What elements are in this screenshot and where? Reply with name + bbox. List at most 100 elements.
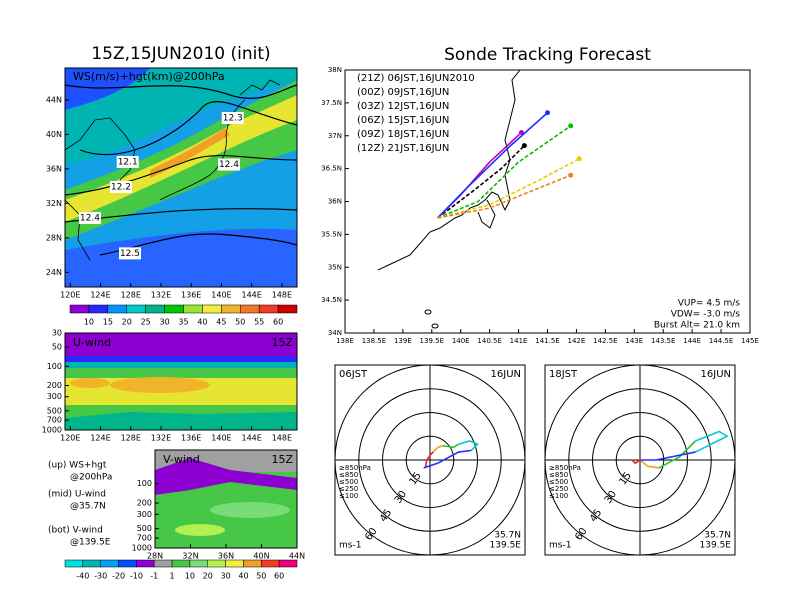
x-tick-label: 140E (452, 337, 470, 345)
panel-frame (64, 332, 298, 431)
legend-note: (mid) U-wind (48, 490, 106, 500)
hodograph-line (695, 430, 729, 453)
x-tick-label: 141.5E (535, 337, 559, 345)
contour-label-bg (78, 212, 101, 225)
y-tick-label: 34N (328, 329, 342, 337)
colorbar-label: 40 (197, 318, 207, 327)
colorbar-swatch (88, 304, 109, 314)
legend-entry: ≤500 (549, 478, 568, 486)
contour-label: 12.5 (120, 249, 140, 259)
colorbar-label: 60 (273, 318, 283, 327)
colorbar-swatch (207, 559, 226, 568)
colorbar-swatch (183, 304, 203, 314)
colorbar-label: 55 (254, 318, 264, 327)
panel-title: U-wind (73, 336, 111, 349)
legend-entry: (03Z) 12JST,16JUN (357, 101, 449, 112)
panel-date: 16JUN (701, 369, 731, 380)
x-tick-label: 138.5E (362, 337, 386, 345)
colorbar-label: -10 (130, 572, 143, 581)
legend-entry: ≤850 (339, 471, 358, 479)
colorbar-label: -40 (76, 572, 89, 581)
x-tick-label: 32N (182, 552, 198, 561)
location-label: 139.5E (490, 541, 522, 551)
x-tick-label: 128E (121, 434, 141, 443)
x-tick-label: 44N (289, 552, 305, 561)
y-tick-label: 1000 (42, 426, 62, 435)
x-tick-label: 148E (272, 291, 292, 300)
contour-label-bg (109, 180, 132, 193)
y-tick-label: 36.5N (321, 165, 342, 173)
colorbar-label: 50 (235, 318, 245, 327)
x-tick-label: 136E (181, 434, 201, 443)
colorbar-label: 30 (221, 572, 231, 581)
annotation: VDW= -3.0 m/s (671, 310, 741, 320)
legend-note: @139.5E (70, 538, 111, 548)
y-tick-label: 500 (47, 406, 62, 415)
legend-note: @200hPa (70, 473, 112, 483)
ring (334, 364, 526, 556)
unit-label: ms-1 (549, 541, 571, 551)
contour-label: 12.1 (118, 157, 138, 167)
legend-entry: ≤250 (339, 485, 358, 493)
x-tick-label: 128E (121, 291, 141, 300)
hodograph-line (432, 444, 443, 453)
legend-entry: (00Z) 09JST,16JUN (357, 87, 449, 98)
unit-label: ms-1 (339, 541, 361, 551)
legend-entry: ≥850hPa (549, 464, 581, 472)
hodograph-line (424, 451, 434, 469)
x-tick-label: 140.5E (477, 337, 501, 345)
y-tick-label: 37N (328, 132, 342, 140)
x-tick-label: 144E (683, 337, 701, 345)
trajectory-end (518, 129, 524, 135)
y-tick-label: 200 (137, 499, 152, 508)
panel-time: 15Z (271, 336, 293, 349)
x-tick-label: 28N (147, 552, 163, 561)
y-tick-label: 36N (46, 164, 62, 173)
x-tick-label: 143.5E (651, 337, 675, 345)
colorbar-swatch (277, 304, 298, 314)
x-tick-label: 141E (510, 337, 528, 345)
colorbar-swatch (118, 559, 137, 568)
y-tick-label: 200 (47, 381, 62, 390)
contour-label: 12.3 (223, 114, 243, 124)
colorbar-swatch (69, 304, 90, 314)
colorbar-label: 15 (103, 318, 113, 327)
location-label: 35.7N (494, 531, 521, 541)
ring (358, 388, 502, 532)
trajectory-end (545, 110, 550, 116)
colorbar-swatch (261, 559, 280, 568)
x-tick-label: 124E (90, 291, 110, 300)
x-tick-label: 136E (181, 291, 201, 300)
x-tick-label: 140E (211, 291, 231, 300)
panel-title: 06JST (339, 369, 368, 380)
y-tick-label: 24N (46, 268, 62, 277)
contour-label-bg (116, 155, 139, 168)
x-tick-label: 120E (60, 434, 80, 443)
panel-title: V-wind (163, 453, 200, 466)
colorbar-label: -1 (150, 572, 158, 581)
ring-label: 45 (378, 507, 394, 524)
x-tick-label: 143E (625, 337, 643, 345)
hodograph-line (423, 449, 472, 469)
x-tick-label: 138E (336, 337, 354, 345)
y-tick-label: 28N (46, 233, 62, 242)
contour-label: 12.4 (80, 214, 100, 224)
annotation: Burst Alt= 21.0 km (654, 321, 740, 331)
ring-label: 45 (588, 507, 604, 524)
trajectory (437, 174, 571, 219)
x-tick-label: 120E (60, 291, 80, 300)
colorbar-label: 60 (274, 572, 284, 581)
colorbar-swatch (171, 559, 191, 568)
ring-label: 30 (393, 489, 409, 506)
hodograph-line (658, 440, 696, 469)
colorbar-label: 25 (141, 318, 151, 327)
colorbar-label: 20 (203, 572, 213, 581)
y-tick-label: 37.5N (321, 99, 342, 107)
colorbar-label: 45 (216, 318, 226, 327)
y-tick-label: 30 (52, 329, 62, 338)
y-tick-label: 700 (137, 534, 152, 543)
x-tick-label: 142E (568, 337, 586, 345)
x-tick-label: 139E (394, 337, 412, 345)
x-tick-label: 40N (253, 552, 269, 561)
